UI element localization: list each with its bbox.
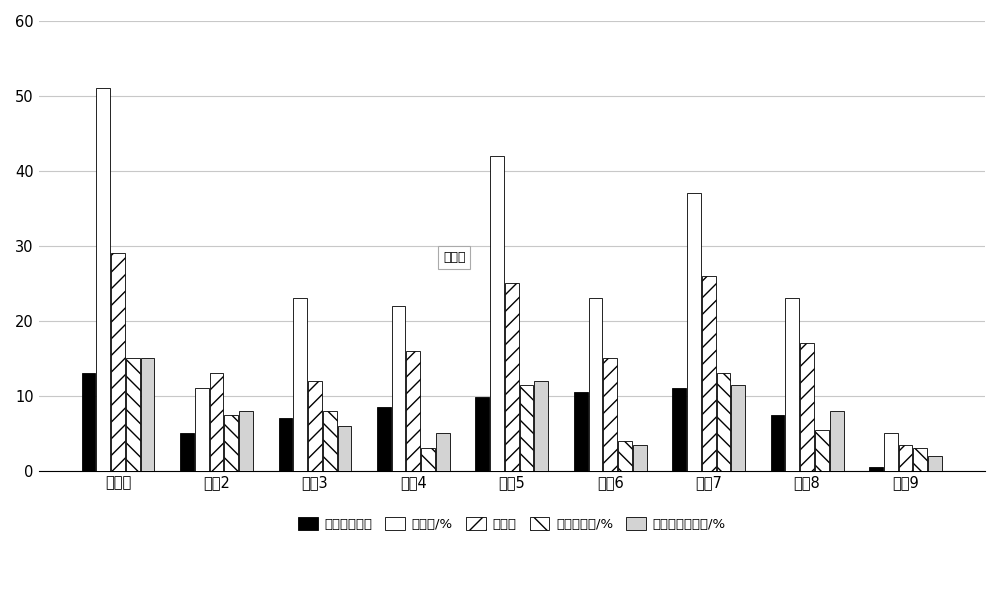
Bar [180,433,194,471]
Bar [421,448,435,471]
Bar [633,445,647,471]
Bar [406,351,420,471]
Legend: 表观相对密度, 吸水率/%, 压碎値, 沙浆附着率/%, 氥青黏附面积率/%: 表观相对密度, 吸水率/%, 压碎値, 沙浆附着率/%, 氥青黏附面积率/% [292,512,731,536]
Bar [913,448,927,471]
Bar [702,276,716,471]
Bar [520,384,533,471]
Bar [785,298,799,471]
Bar [800,343,814,471]
Bar [308,381,322,471]
Bar [475,397,489,471]
Bar [96,88,110,471]
Bar [195,389,209,471]
Bar [82,373,95,471]
Bar [338,426,351,471]
Bar [111,253,125,471]
Bar [618,441,632,471]
Bar [293,298,307,471]
Bar [815,429,829,471]
Bar [717,373,730,471]
Bar [534,381,548,471]
Bar [928,456,942,471]
Bar [731,384,745,471]
Bar [603,358,617,471]
Bar [323,411,337,471]
Bar [884,433,898,471]
Bar [589,298,602,471]
Bar [436,433,450,471]
Bar [210,373,223,471]
Text: 绘图区: 绘图区 [443,251,465,264]
Bar [126,358,140,471]
Bar [869,467,883,471]
Bar [899,445,912,471]
Bar [830,411,844,471]
Bar [672,389,686,471]
Bar [687,194,701,471]
Bar [377,407,391,471]
Bar [279,418,292,471]
Bar [141,358,154,471]
Bar [239,411,253,471]
Bar [771,415,784,471]
Bar [224,415,238,471]
Bar [490,156,504,471]
Bar [505,283,519,471]
Bar [392,306,405,471]
Bar [574,392,588,471]
